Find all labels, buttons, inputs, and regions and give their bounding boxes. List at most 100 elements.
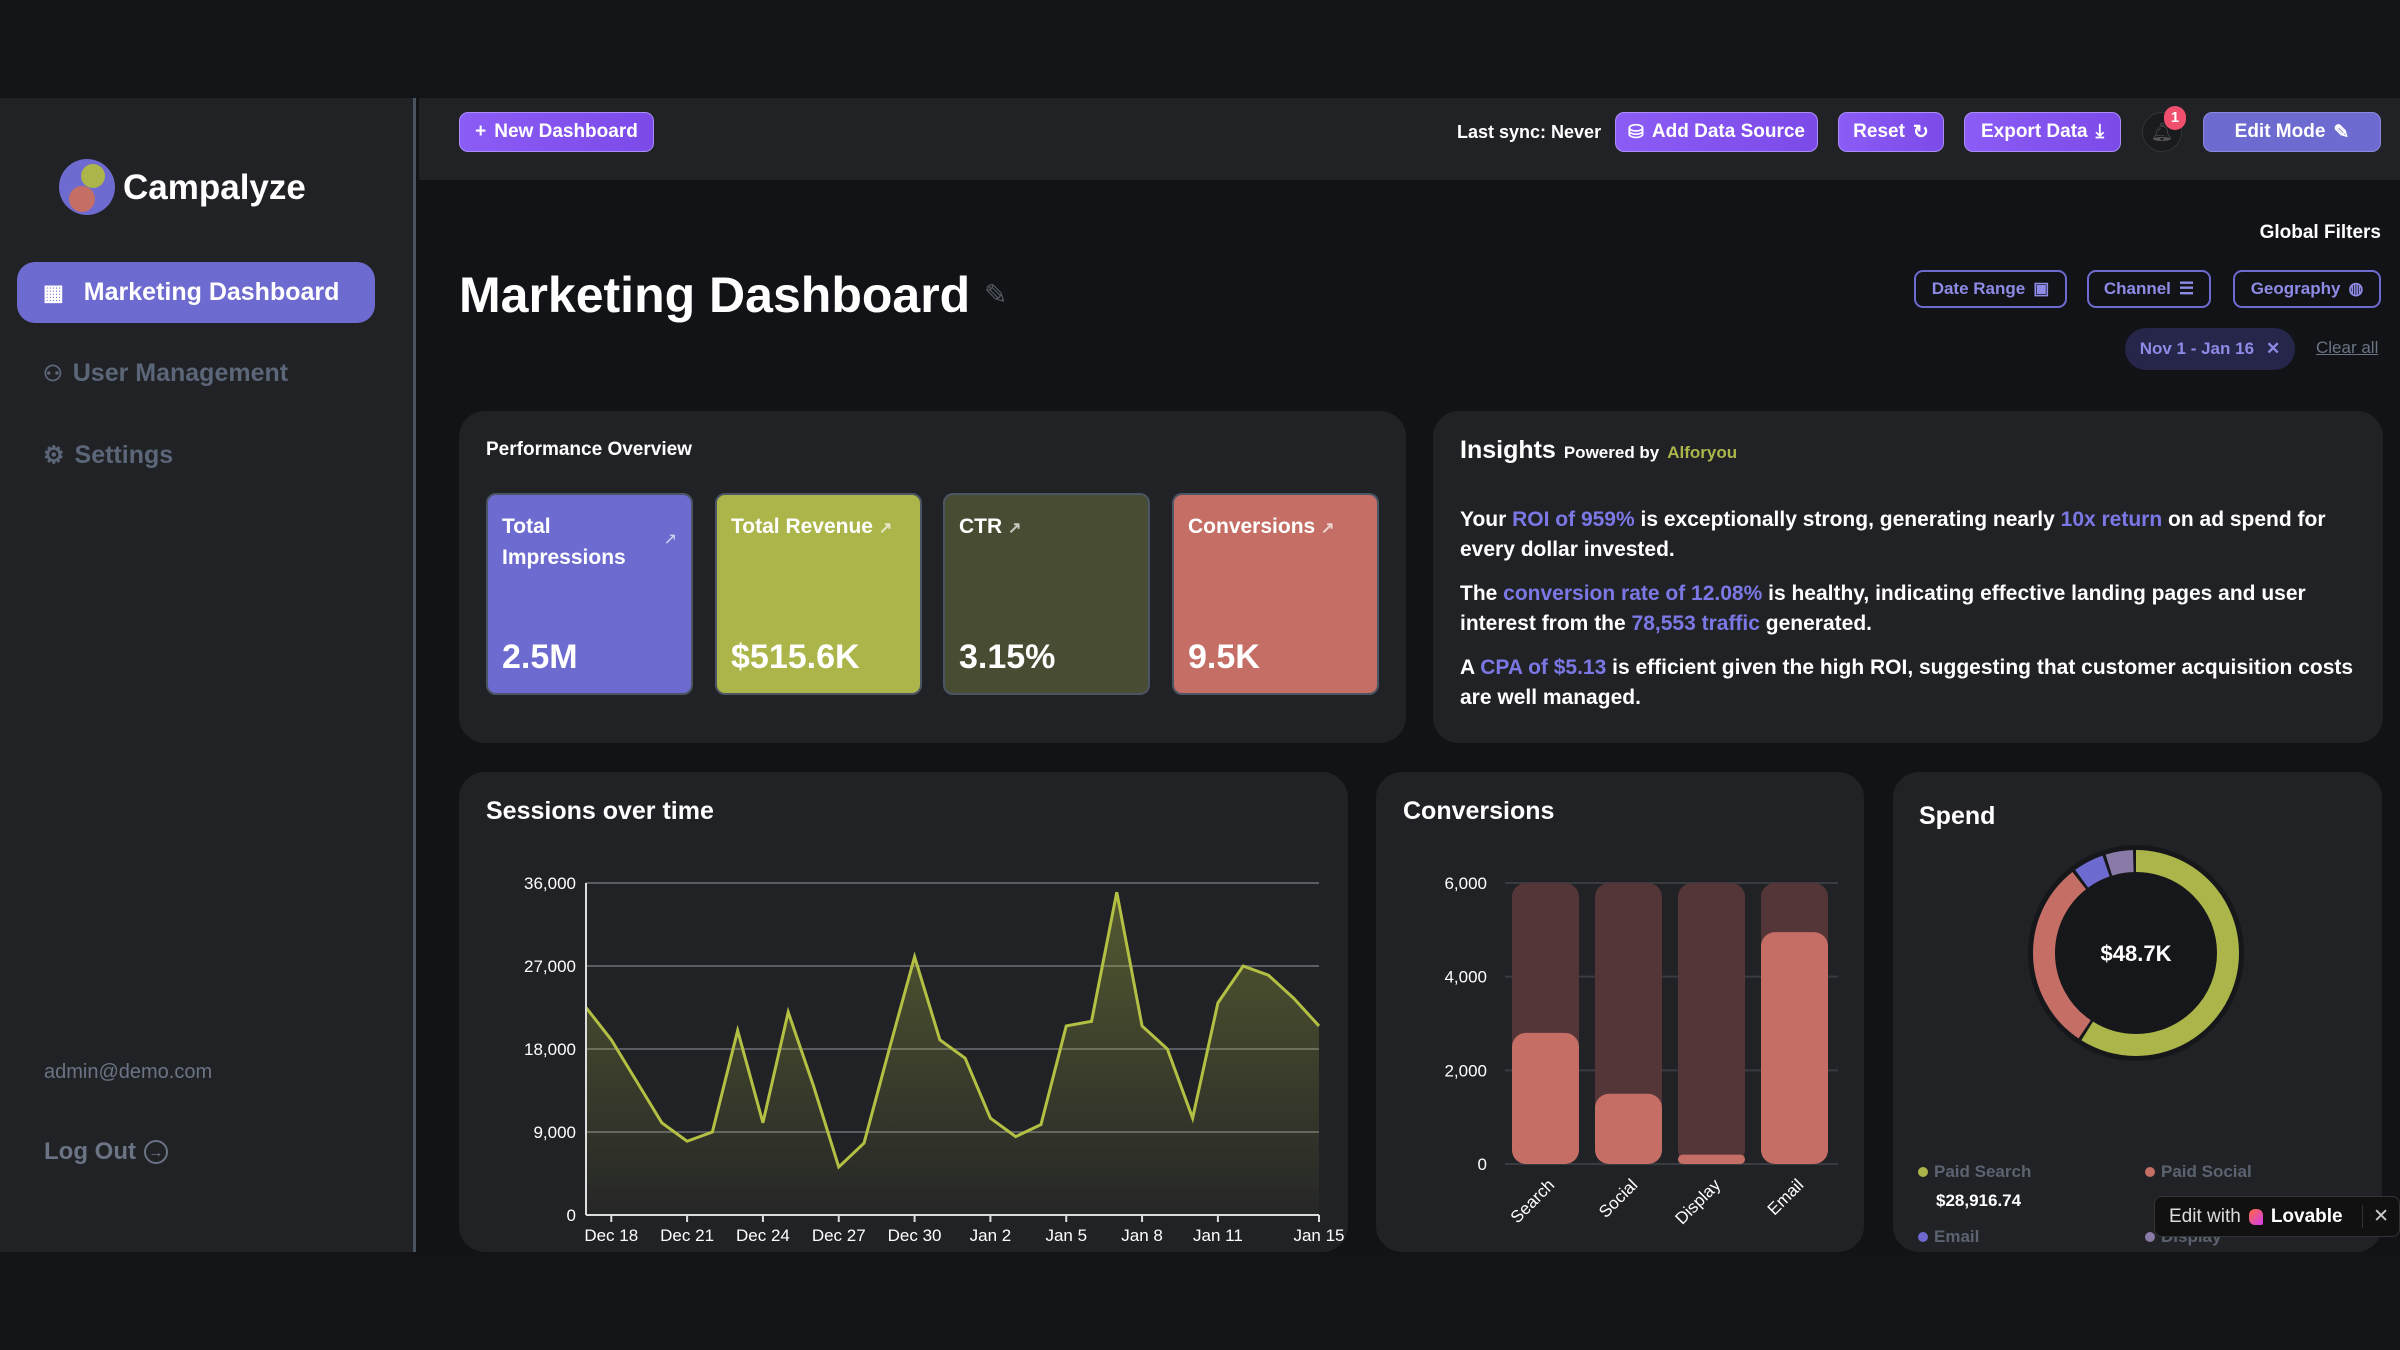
list-icon: ☰ [2178, 279, 2195, 298]
kpi-total-impressions[interactable]: Total Impressions ↗ 2.5M [486, 493, 693, 695]
sessions-line [584, 891, 1321, 1170]
y-tick-label: 0 [1478, 1155, 1487, 1174]
page-title: Marketing Dashboard [459, 267, 971, 323]
x-tick-label: Display [1671, 1175, 1724, 1228]
download-icon: ⤓ [2095, 121, 2105, 142]
conversions-chart: 0 2,000 4,000 6,000 Search Social Display Email [1444, 874, 1838, 1228]
slice-paid-search [2033, 850, 2239, 1056]
x-tick-label: Dec 30 [888, 1226, 942, 1245]
filter-chip[interactable]: Nov 1 - Jan 16 ✕ [2125, 328, 2295, 370]
sessions-chart: 0 9,000 18,000 27,000 36,000 Dec 18 Dec 21 Dec … [524, 874, 1345, 1245]
sidebar: Campalyze ▦ Marketing Dashboard ⚇ User Man… [0, 98, 416, 1252]
lovable-badge[interactable]: Edit with Lovable ✕ [2154, 1196, 2400, 1237]
x-tick-label: Jan 15 [1293, 1226, 1344, 1245]
edit-icon: ✎ [2333, 121, 2350, 143]
sessions-area [586, 892, 1319, 1215]
plus-icon: + [475, 121, 487, 142]
kpi-total-revenue[interactable]: Total Revenue ↗ $515.6K [715, 493, 922, 695]
arrow-right-circle-icon: → [143, 1140, 168, 1164]
bar-social [1595, 1093, 1662, 1164]
logo [59, 159, 115, 215]
sidebar-item-marketing-dashboard[interactable]: ▦ Marketing Dashboard [17, 262, 375, 323]
last-sync: Last sync: Never [1457, 122, 1602, 142]
sessions-card: Sessions over time 0 9,000 18,000 27,000 36,… [459, 772, 1348, 1252]
date-range-filter[interactable]: Date Range ▣ [1914, 270, 2067, 308]
reset-button[interactable]: Reset ↻ [1838, 112, 1944, 152]
spend-card: Spend $48.7K Paid Search $28,916.74 Paid… [1893, 772, 2382, 1252]
y-tick-label: 0 [567, 1206, 576, 1225]
topbar: + New Dashboard Last sync: Never ⛁ Add Dat… [419, 98, 2400, 180]
x-tick-label: Jan 2 [970, 1226, 1012, 1245]
donut-bg [2028, 845, 2244, 1061]
insights-card: Insights Powered by Alforyou Your ROI of 9… [1433, 411, 2383, 743]
user-email: admin@demo.com [44, 1061, 213, 1083]
x-tick-label: Search [1507, 1175, 1559, 1227]
insights-title: Insights [1460, 436, 1556, 464]
y-tick-label: 18,000 [524, 1040, 576, 1059]
clear-all-link[interactable]: Clear all [2316, 338, 2379, 357]
insight-conversion: The conversion rate of 12.08% is healthy… [1460, 582, 2306, 635]
conversions-card: Conversions 0 2,000 4,000 6,000 Search Social… [1376, 772, 1864, 1252]
calendar-icon: ▣ [2033, 279, 2050, 298]
performance-title: Performance Overview [486, 439, 692, 460]
close-badge-icon[interactable]: ✕ [2362, 1205, 2399, 1228]
x-tick-label: Jan 5 [1045, 1226, 1087, 1245]
y-tick-label: 36,000 [524, 874, 576, 893]
logout-button[interactable]: Log Out → [44, 1138, 168, 1166]
trend-up-icon: ↗ [1008, 520, 1022, 537]
add-data-source-button[interactable]: ⛁ Add Data Source [1615, 112, 1818, 152]
x-tick-label: Email [1764, 1175, 1807, 1218]
channel-filter[interactable]: Channel ☰ [2087, 270, 2211, 308]
export-data-button[interactable]: Export Data ⤓ [1964, 112, 2121, 152]
performance-overview-card: Performance Overview Total Impressions ↗ 2… [459, 411, 1406, 743]
x-tick-label: Dec 24 [736, 1226, 790, 1245]
slice-paid-social [2033, 850, 2239, 1056]
legend-paid-social: Paid Social [2145, 1162, 2252, 1182]
app: Campalyze ▦ Marketing Dashboard ⚇ User Man… [0, 98, 2400, 1252]
insight-roi: Your ROI of 959% is exceptionally strong… [1460, 508, 2326, 561]
grid-icon: ▦ [43, 279, 64, 305]
users-icon: ⚇ [43, 360, 63, 386]
sidebar-item-settings[interactable]: ⚙ Settings [43, 441, 174, 469]
trend-up-icon: ↗ [878, 520, 893, 537]
legend-paid-search: Paid Search [1918, 1162, 2031, 1182]
brand-name: Campalyze [123, 168, 306, 207]
edit-mode-button[interactable]: Edit Mode ✎ [2203, 112, 2381, 152]
y-tick-label: 6,000 [1444, 874, 1487, 893]
paid-search-value: $28,916.74 [1936, 1191, 2022, 1210]
bar-display [1678, 1154, 1745, 1164]
x-tick-label: Jan 8 [1121, 1226, 1163, 1245]
globe-icon: ◍ [2348, 279, 2364, 298]
donut-center-label: $48.7K [2101, 941, 2172, 966]
y-tick-label: 9,000 [533, 1123, 576, 1142]
bar-email [1761, 932, 1828, 1164]
legend-email: Email [1918, 1227, 1979, 1247]
trend-up-icon: ↗ [663, 531, 677, 548]
kpi-ctr[interactable]: CTR ↗ 3.15% [943, 493, 1150, 695]
spend-donut: $48.7K [2028, 845, 2244, 1061]
conversions-title: Conversions [1403, 797, 1555, 825]
x-tick-label: Jan 11 [1193, 1226, 1243, 1245]
refresh-icon: ↻ [1912, 121, 1929, 143]
notification-badge: 1 [2164, 106, 2186, 130]
y-tick-label: 4,000 [1444, 968, 1487, 987]
global-filters-label: Global Filters [2259, 222, 2381, 243]
lovable-logo-icon [2248, 1208, 2263, 1225]
x-tick-label: Social [1595, 1175, 1641, 1221]
bar-search [1512, 1032, 1579, 1164]
sidebar-item-user-management[interactable]: ⚇ User Management [43, 359, 289, 387]
x-tick-label: Dec 21 [660, 1226, 714, 1245]
x-tick-label: Dec 27 [812, 1226, 866, 1245]
sessions-title: Sessions over time [486, 797, 714, 825]
y-tick-label: 2,000 [1444, 1061, 1487, 1080]
edit-title-icon[interactable]: ✎ [984, 279, 1008, 310]
geography-filter[interactable]: Geography ◍ [2233, 270, 2381, 308]
x-tick-label: Dec 18 [584, 1226, 638, 1245]
spend-title: Spend [1919, 802, 1996, 830]
new-dashboard-button[interactable]: + New Dashboard [459, 112, 654, 152]
trend-up-icon: ↗ [1321, 520, 1335, 537]
close-icon[interactable]: ✕ [2266, 339, 2281, 358]
kpi-conversions[interactable]: Conversions ↗ 9.5K [1172, 493, 1379, 695]
database-icon: ⛁ [1627, 121, 1644, 143]
provider-name: Alforyou [1667, 443, 1738, 462]
